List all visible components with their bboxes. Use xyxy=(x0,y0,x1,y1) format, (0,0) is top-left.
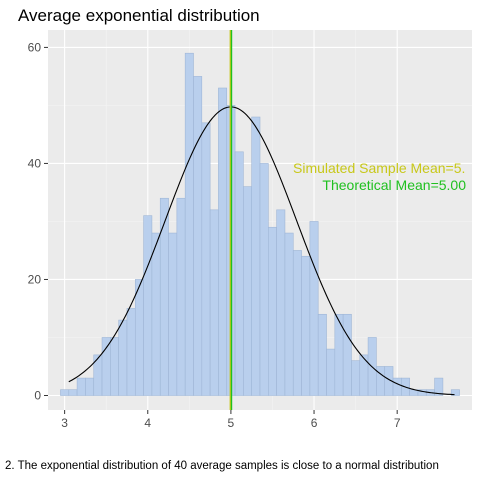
histogram-bar xyxy=(292,250,302,396)
histogram-bar xyxy=(68,389,78,396)
histogram-bar xyxy=(259,163,269,396)
histogram-bar xyxy=(309,221,319,396)
histogram-bar xyxy=(201,122,211,396)
figure-caption: 2. The exponential distribution of 40 av… xyxy=(5,460,439,472)
histogram-bar xyxy=(76,377,86,396)
histogram-bar xyxy=(126,308,136,396)
x-tick-label: 6 xyxy=(311,416,318,430)
x-tick-label: 5 xyxy=(228,416,235,430)
simulated-mean-label: Simulated Sample Mean=5. xyxy=(293,160,465,176)
histogram-bar xyxy=(85,377,95,396)
histogram-bar xyxy=(60,389,70,396)
histogram-bar xyxy=(159,197,169,396)
histogram-bar xyxy=(118,319,128,396)
y-tick-label: 20 xyxy=(28,272,42,286)
y-tick-label: 60 xyxy=(28,40,42,54)
histogram-bar xyxy=(434,377,444,396)
y-tick-label: 40 xyxy=(28,156,42,170)
histogram-bar xyxy=(234,151,244,396)
histogram-bar xyxy=(134,279,144,396)
histogram-bar xyxy=(209,209,219,396)
histogram-bar xyxy=(110,337,119,396)
histogram-bar xyxy=(168,232,178,396)
histogram-bar xyxy=(450,389,460,396)
histogram-bar xyxy=(251,116,261,396)
histogram-bar xyxy=(351,360,361,396)
y-tick-label: 0 xyxy=(34,388,41,402)
theoretical-mean-label: Theoretical Mean=5.00 xyxy=(322,177,466,193)
histogram-bar xyxy=(392,377,402,396)
histogram-bar xyxy=(284,232,294,396)
histogram-bar xyxy=(143,215,153,396)
histogram-bar xyxy=(376,366,386,396)
histogram-bar xyxy=(342,313,352,396)
histogram-bar xyxy=(243,186,252,396)
histogram-bar xyxy=(301,255,311,396)
x-tick-label: 4 xyxy=(144,416,151,430)
histogram-bar xyxy=(193,76,203,396)
x-tick-label: 7 xyxy=(394,416,401,430)
chart-title: Average exponential distribution xyxy=(18,6,260,25)
histogram-bar xyxy=(268,226,277,396)
histogram-bar xyxy=(151,232,161,396)
x-tick-label: 3 xyxy=(61,416,68,430)
histogram-bar xyxy=(184,52,194,396)
histogram-bar xyxy=(317,313,327,396)
histogram-bar xyxy=(276,209,286,396)
histogram-bar xyxy=(218,87,228,396)
histogram-bar xyxy=(326,348,336,396)
density-curve xyxy=(68,106,455,396)
histogram-bar xyxy=(101,337,111,396)
histogram-bar xyxy=(176,197,186,396)
